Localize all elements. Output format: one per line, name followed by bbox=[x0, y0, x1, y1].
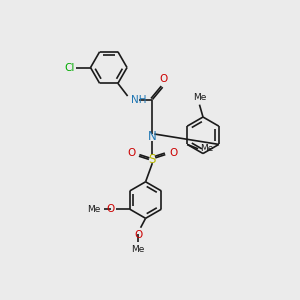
Text: O: O bbox=[134, 230, 142, 239]
Text: Cl: Cl bbox=[65, 63, 75, 73]
Text: N: N bbox=[148, 130, 157, 143]
Text: O: O bbox=[169, 148, 178, 158]
Text: Me: Me bbox=[200, 144, 214, 153]
Text: S: S bbox=[149, 152, 156, 166]
Text: O: O bbox=[127, 148, 135, 158]
Text: O: O bbox=[106, 204, 115, 214]
Text: Me: Me bbox=[131, 244, 145, 253]
Text: Me: Me bbox=[193, 93, 206, 102]
Text: Me: Me bbox=[88, 205, 101, 214]
Text: O: O bbox=[160, 74, 168, 84]
Text: NH: NH bbox=[131, 94, 147, 105]
